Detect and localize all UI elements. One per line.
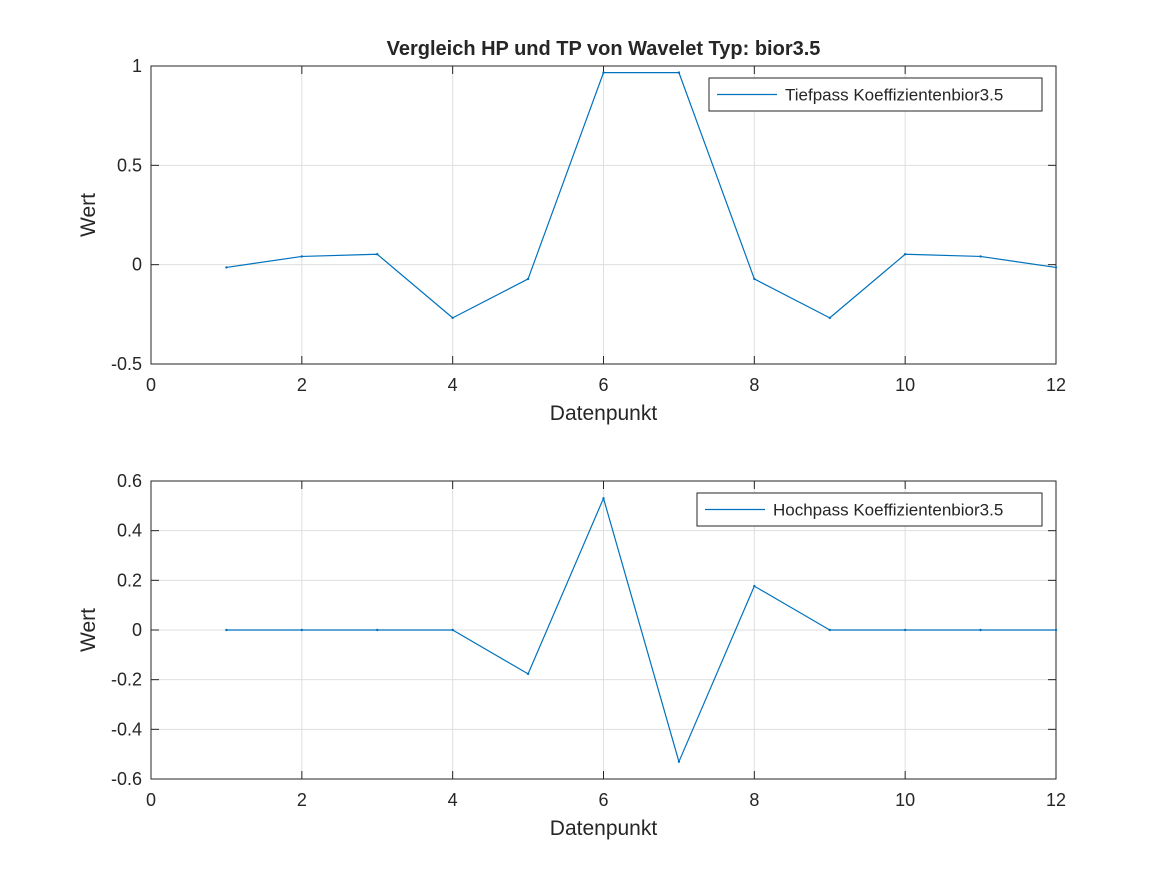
data-point [451, 628, 454, 632]
data-point [526, 672, 530, 676]
y-tick-label: 0.2 [117, 570, 142, 590]
x-tick-label: 0 [146, 790, 156, 810]
y-tick-label: -0.5 [111, 354, 142, 374]
y-tick-label: -0.2 [111, 670, 142, 690]
y-tick-label: -0.4 [111, 719, 142, 739]
data-point [526, 277, 530, 281]
data-point [903, 628, 907, 632]
chart-title: Vergleich HP und TP von Wavelet Typ: bio… [387, 38, 821, 60]
x-tick-label: 8 [749, 790, 759, 810]
x-tick-label: 2 [297, 375, 307, 395]
data-point [753, 277, 756, 281]
y-tick-label: 0 [132, 255, 142, 275]
x-axis-label: Datenpunkt [550, 402, 658, 425]
data-point [300, 255, 304, 258]
top-axes-tiefpass: 0 2 4 6 8 10 12-0.500.51DatenpunktWertVergleic… [77, 38, 1066, 425]
x-tick-label: 0 [146, 375, 156, 395]
data-point [451, 316, 454, 320]
data-point [828, 316, 831, 320]
data-point [677, 760, 681, 763]
data-point [828, 628, 831, 632]
data-point [225, 266, 228, 269]
series-line [226, 72, 1057, 319]
x-tick-label: 12 [1046, 790, 1066, 810]
x-axis-label: Datenpunkt [550, 817, 658, 840]
bottom-axes-hochpass: 0 2 4 6 8 10 12 -0.6 -0.4 -0.2 0 0.2 0.4 0.6 Datenpunk… [77, 471, 1066, 840]
y-axis-label: Wert [77, 193, 100, 237]
data-point [979, 628, 982, 632]
data-point [225, 628, 228, 632]
data-point [753, 584, 756, 588]
data-point [602, 71, 605, 74]
data-point [903, 253, 907, 256]
x-tick-label: 8 [749, 375, 759, 395]
x-tick-label: 12 [1046, 375, 1066, 395]
x-tick-label: 10 [895, 790, 915, 810]
y-tick-label: 0.4 [117, 521, 142, 541]
data-point [376, 628, 379, 632]
y-tick-label: 1 [132, 56, 142, 76]
data-point [602, 497, 605, 500]
x-tick-label: 2 [297, 790, 307, 810]
legend-label: Hochpass Koeffizientenbior3.5 [773, 501, 1003, 520]
x-tick-label: 4 [448, 790, 458, 810]
data-point [677, 71, 681, 74]
y-tick-label: 0.6 [117, 471, 142, 491]
data-point [300, 628, 304, 632]
data-point [376, 253, 379, 256]
legend-label: Tiefpass Koeffizientenbior3.5 [785, 86, 1003, 105]
y-tick-label: -0.6 [111, 769, 142, 789]
series-line [226, 497, 1056, 763]
data-point [1054, 266, 1058, 269]
x-tick-label: 4 [448, 375, 458, 395]
y-tick-label: 0.5 [117, 155, 142, 175]
x-tick-label: 6 [598, 375, 608, 395]
y-axis-label: Wert [77, 608, 100, 652]
x-tick-label: 10 [895, 375, 915, 395]
y-tick-label: 0 [132, 620, 142, 640]
data-point [1054, 628, 1058, 632]
x-tick-label: 6 [598, 790, 608, 810]
data-point [979, 255, 982, 258]
